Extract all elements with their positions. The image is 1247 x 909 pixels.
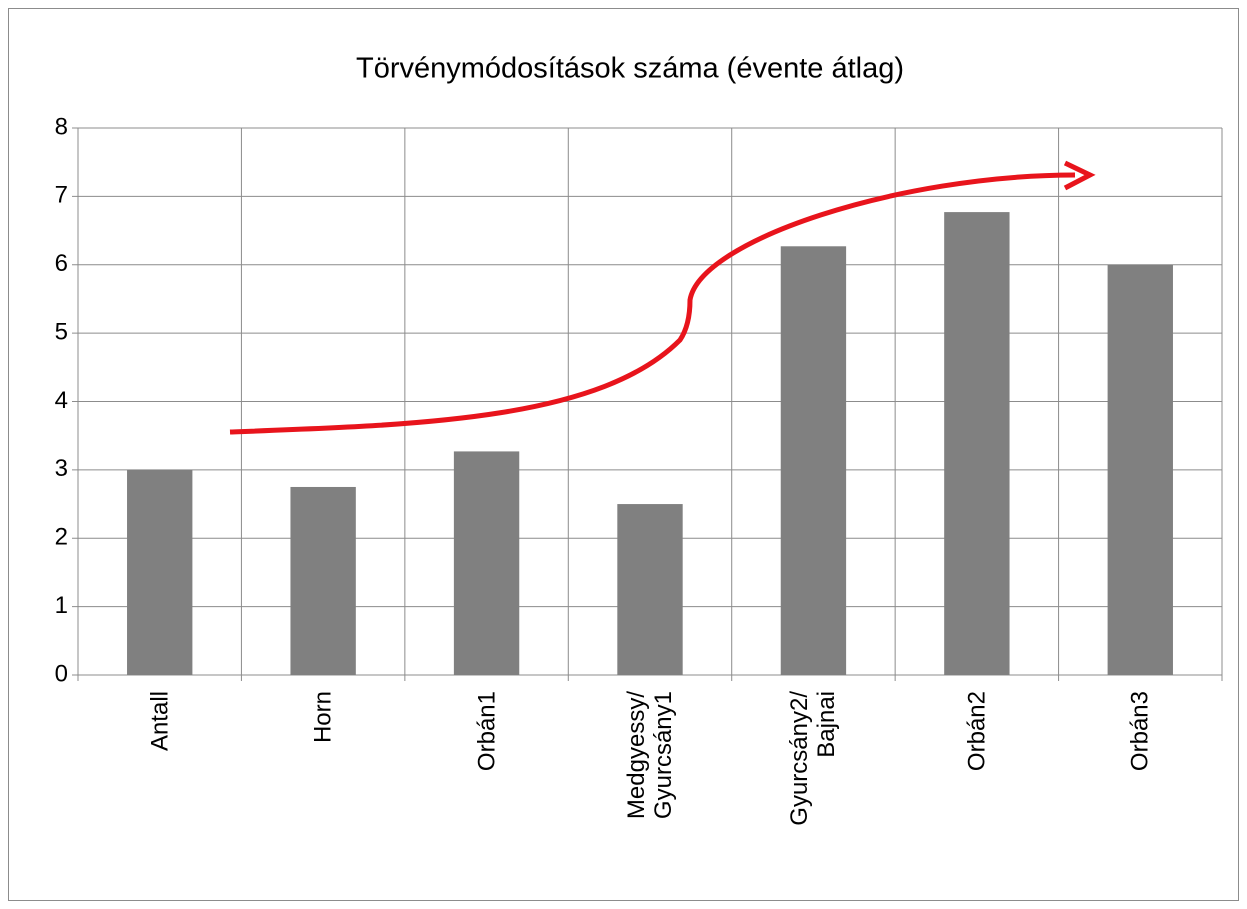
y-tick-label: 7 (55, 182, 68, 209)
bar (1107, 264, 1173, 675)
y-tick-label: 3 (55, 455, 68, 482)
x-tick-label: Orbán2 (963, 691, 991, 772)
bar (127, 469, 193, 675)
chart-title: Törvénymódosítások száma (évente átlag) (356, 53, 904, 85)
y-tick-label: 1 (55, 592, 68, 619)
trend-arrow (229, 172, 1076, 435)
y-tick-label: 8 (55, 113, 68, 140)
x-tick-label: Orbán3 (1126, 691, 1154, 772)
y-tick-label: 5 (55, 318, 68, 345)
arrow-head (1063, 160, 1096, 191)
bar (617, 504, 683, 675)
y-tick-label: 6 (55, 250, 68, 277)
chart-border (8, 8, 1239, 901)
bar (290, 486, 356, 675)
bar (453, 451, 520, 675)
x-tick-label: Antall (146, 691, 174, 752)
y-tick-label: 4 (55, 387, 68, 414)
x-tick-label: Horn (309, 691, 337, 744)
x-tick-label: Orbán1 (473, 691, 501, 772)
x-tick-label: Gyurcsány2/ Bajnai (786, 691, 841, 826)
y-tick-label: 0 (55, 660, 68, 687)
plot-area: 0 1 2 3 4 5 6 7 8 (55, 113, 1223, 687)
bar (780, 246, 847, 675)
bar (944, 212, 1010, 675)
y-tick-label: 2 (55, 524, 68, 551)
x-tick-label: Medgyessy/ Gyurcsány1 (623, 691, 677, 820)
